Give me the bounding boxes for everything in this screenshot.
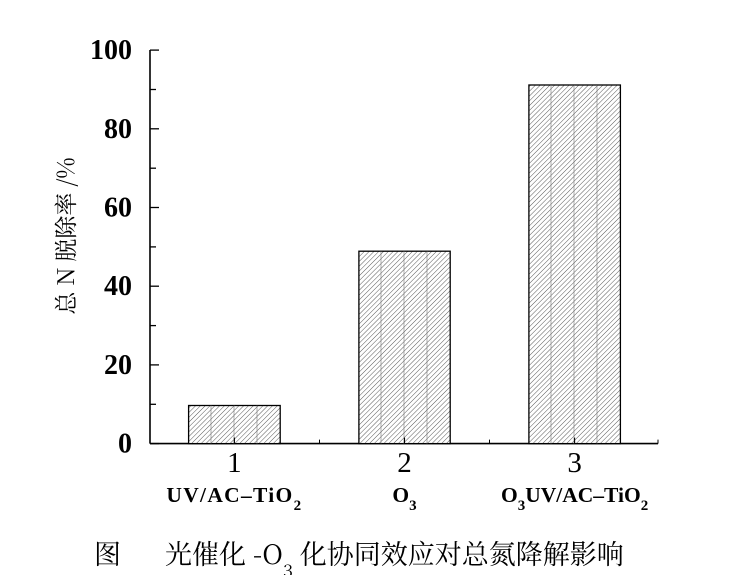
svg-text:光催化 -O3 化协同效应对总氮降解影响: 光催化 -O3 化协同效应对总氮降解影响: [165, 533, 624, 575]
svg-text:40: 40: [104, 271, 132, 302]
svg-text:0: 0: [118, 429, 132, 460]
svg-text:20: 20: [104, 350, 132, 381]
svg-text:60: 60: [104, 193, 132, 224]
svg-text:100: 100: [90, 35, 132, 66]
svg-text:总 N 脱除率 /%: 总 N 脱除率 /%: [48, 157, 81, 314]
svg-text:O3UV/AC–TiO2: O3UV/AC–TiO2: [501, 483, 648, 514]
svg-text:UV/AC–TiO2: UV/AC–TiO2: [166, 483, 302, 514]
svg-text:2: 2: [397, 447, 412, 479]
svg-text:1: 1: [227, 447, 242, 479]
svg-text:80: 80: [104, 114, 132, 145]
svg-text:3: 3: [567, 447, 582, 479]
svg-text:图: 图: [94, 533, 121, 572]
svg-text:O3: O3: [392, 483, 416, 514]
